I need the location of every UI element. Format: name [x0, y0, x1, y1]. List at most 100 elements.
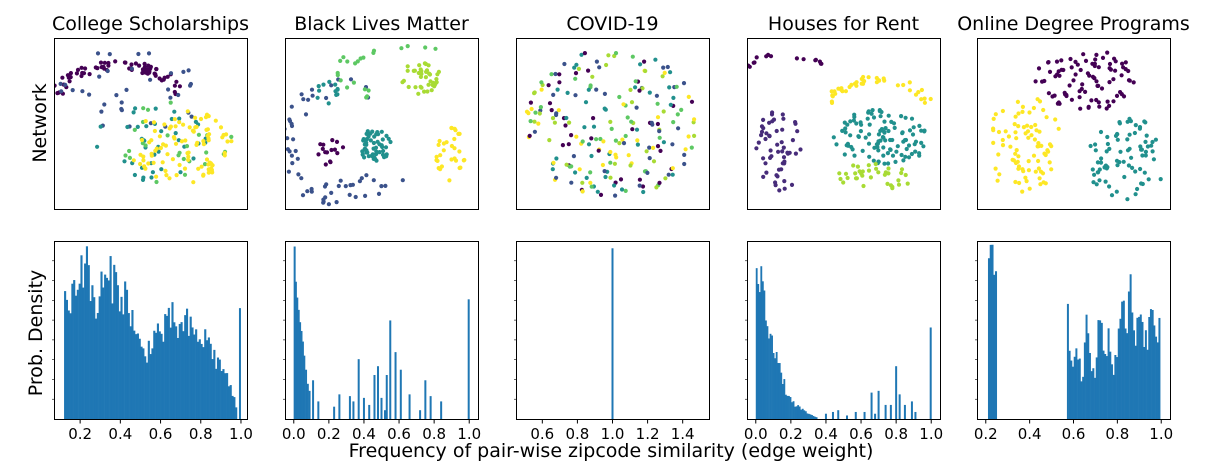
network-node [405, 68, 410, 73]
network-node [63, 82, 68, 87]
histogram-bar [312, 380, 315, 419]
network-node [569, 133, 574, 138]
network-node [1046, 149, 1051, 154]
histogram-bar [111, 303, 114, 419]
network-node [196, 132, 201, 137]
histogram-bar [1099, 320, 1102, 419]
network-node [905, 181, 910, 186]
histogram-bar [1136, 317, 1139, 419]
x-tick-label: 0.8 [1105, 425, 1129, 443]
histogram-bar [87, 265, 90, 419]
network-node [813, 57, 819, 62]
network-node [1115, 163, 1120, 168]
network-node [299, 176, 304, 181]
network-node [323, 162, 328, 167]
network-node [329, 147, 334, 153]
histogram-bar [993, 274, 996, 419]
histogram-bar [1114, 355, 1117, 419]
network-node [595, 189, 600, 194]
network-node [165, 74, 170, 79]
network-node [1142, 119, 1147, 124]
network-node [1080, 82, 1085, 87]
network-node [1146, 177, 1151, 182]
network-node [1105, 99, 1110, 104]
network-node [566, 142, 571, 147]
network-node [153, 73, 158, 78]
histogram-bar [1102, 350, 1105, 419]
network-node [158, 145, 163, 151]
network-node [1140, 153, 1145, 158]
network-node [598, 192, 604, 197]
network-node [761, 156, 766, 161]
network-node [335, 151, 340, 156]
network-node [904, 146, 909, 152]
network-node [768, 54, 774, 59]
network-node [172, 109, 177, 114]
network-node [582, 51, 588, 56]
network-node [612, 161, 618, 166]
network-node [1069, 97, 1074, 102]
histogram-bar [178, 323, 181, 419]
network-node [743, 73, 747, 77]
network-node [909, 116, 915, 121]
network-node [177, 84, 182, 89]
network-node [365, 94, 370, 99]
network-node [59, 89, 64, 94]
network-node [759, 133, 764, 138]
network-node [574, 62, 579, 67]
network-node [594, 137, 599, 142]
histogram-bar [196, 341, 200, 419]
network-node [318, 142, 323, 147]
network-node [129, 66, 134, 71]
network-node [604, 62, 609, 68]
panel-title: COVID-19 [566, 13, 658, 35]
network-node [149, 153, 154, 158]
histogram-bar [811, 414, 813, 419]
network-node [840, 89, 845, 94]
network-node [289, 104, 294, 109]
network-node [1118, 90, 1123, 95]
network-node [340, 145, 346, 150]
network-node [113, 59, 118, 64]
histogram-bar [389, 320, 392, 419]
row-label-density: Prob. Density [25, 270, 47, 397]
network-node [582, 125, 587, 130]
network-node [628, 87, 633, 92]
network-node [770, 110, 775, 115]
network-node [449, 125, 454, 131]
network-node [580, 180, 585, 185]
network-node [663, 176, 668, 181]
histogram-bar [1110, 364, 1113, 419]
network-node [655, 115, 661, 120]
x-tick-label: 0.0 [282, 425, 306, 443]
network-node [375, 139, 380, 144]
network-node [640, 86, 645, 91]
histogram-bar [1146, 349, 1149, 419]
network-node [767, 134, 772, 139]
histogram-bar [1107, 328, 1110, 419]
network-node [321, 199, 326, 204]
network-node [1014, 148, 1019, 153]
network-node [171, 135, 176, 140]
network-node [1111, 99, 1116, 104]
network-node [1033, 169, 1038, 174]
network-node [1126, 163, 1131, 168]
histogram-bar [147, 340, 150, 419]
histogram-bar [991, 244, 994, 419]
network-node [169, 116, 174, 122]
network-node [1013, 179, 1018, 185]
network-node [324, 150, 330, 155]
histogram-bar [1083, 342, 1086, 419]
network-node [462, 157, 467, 163]
panel-title: Houses for Rent [768, 13, 919, 35]
network-node [1127, 132, 1132, 137]
network-node [162, 122, 167, 127]
network-node [867, 132, 872, 137]
network-node [564, 162, 569, 167]
network-node [1139, 147, 1144, 152]
histogram-bar [870, 392, 873, 419]
network-node [301, 97, 306, 102]
network-node [355, 59, 360, 64]
network-node [1114, 158, 1120, 163]
